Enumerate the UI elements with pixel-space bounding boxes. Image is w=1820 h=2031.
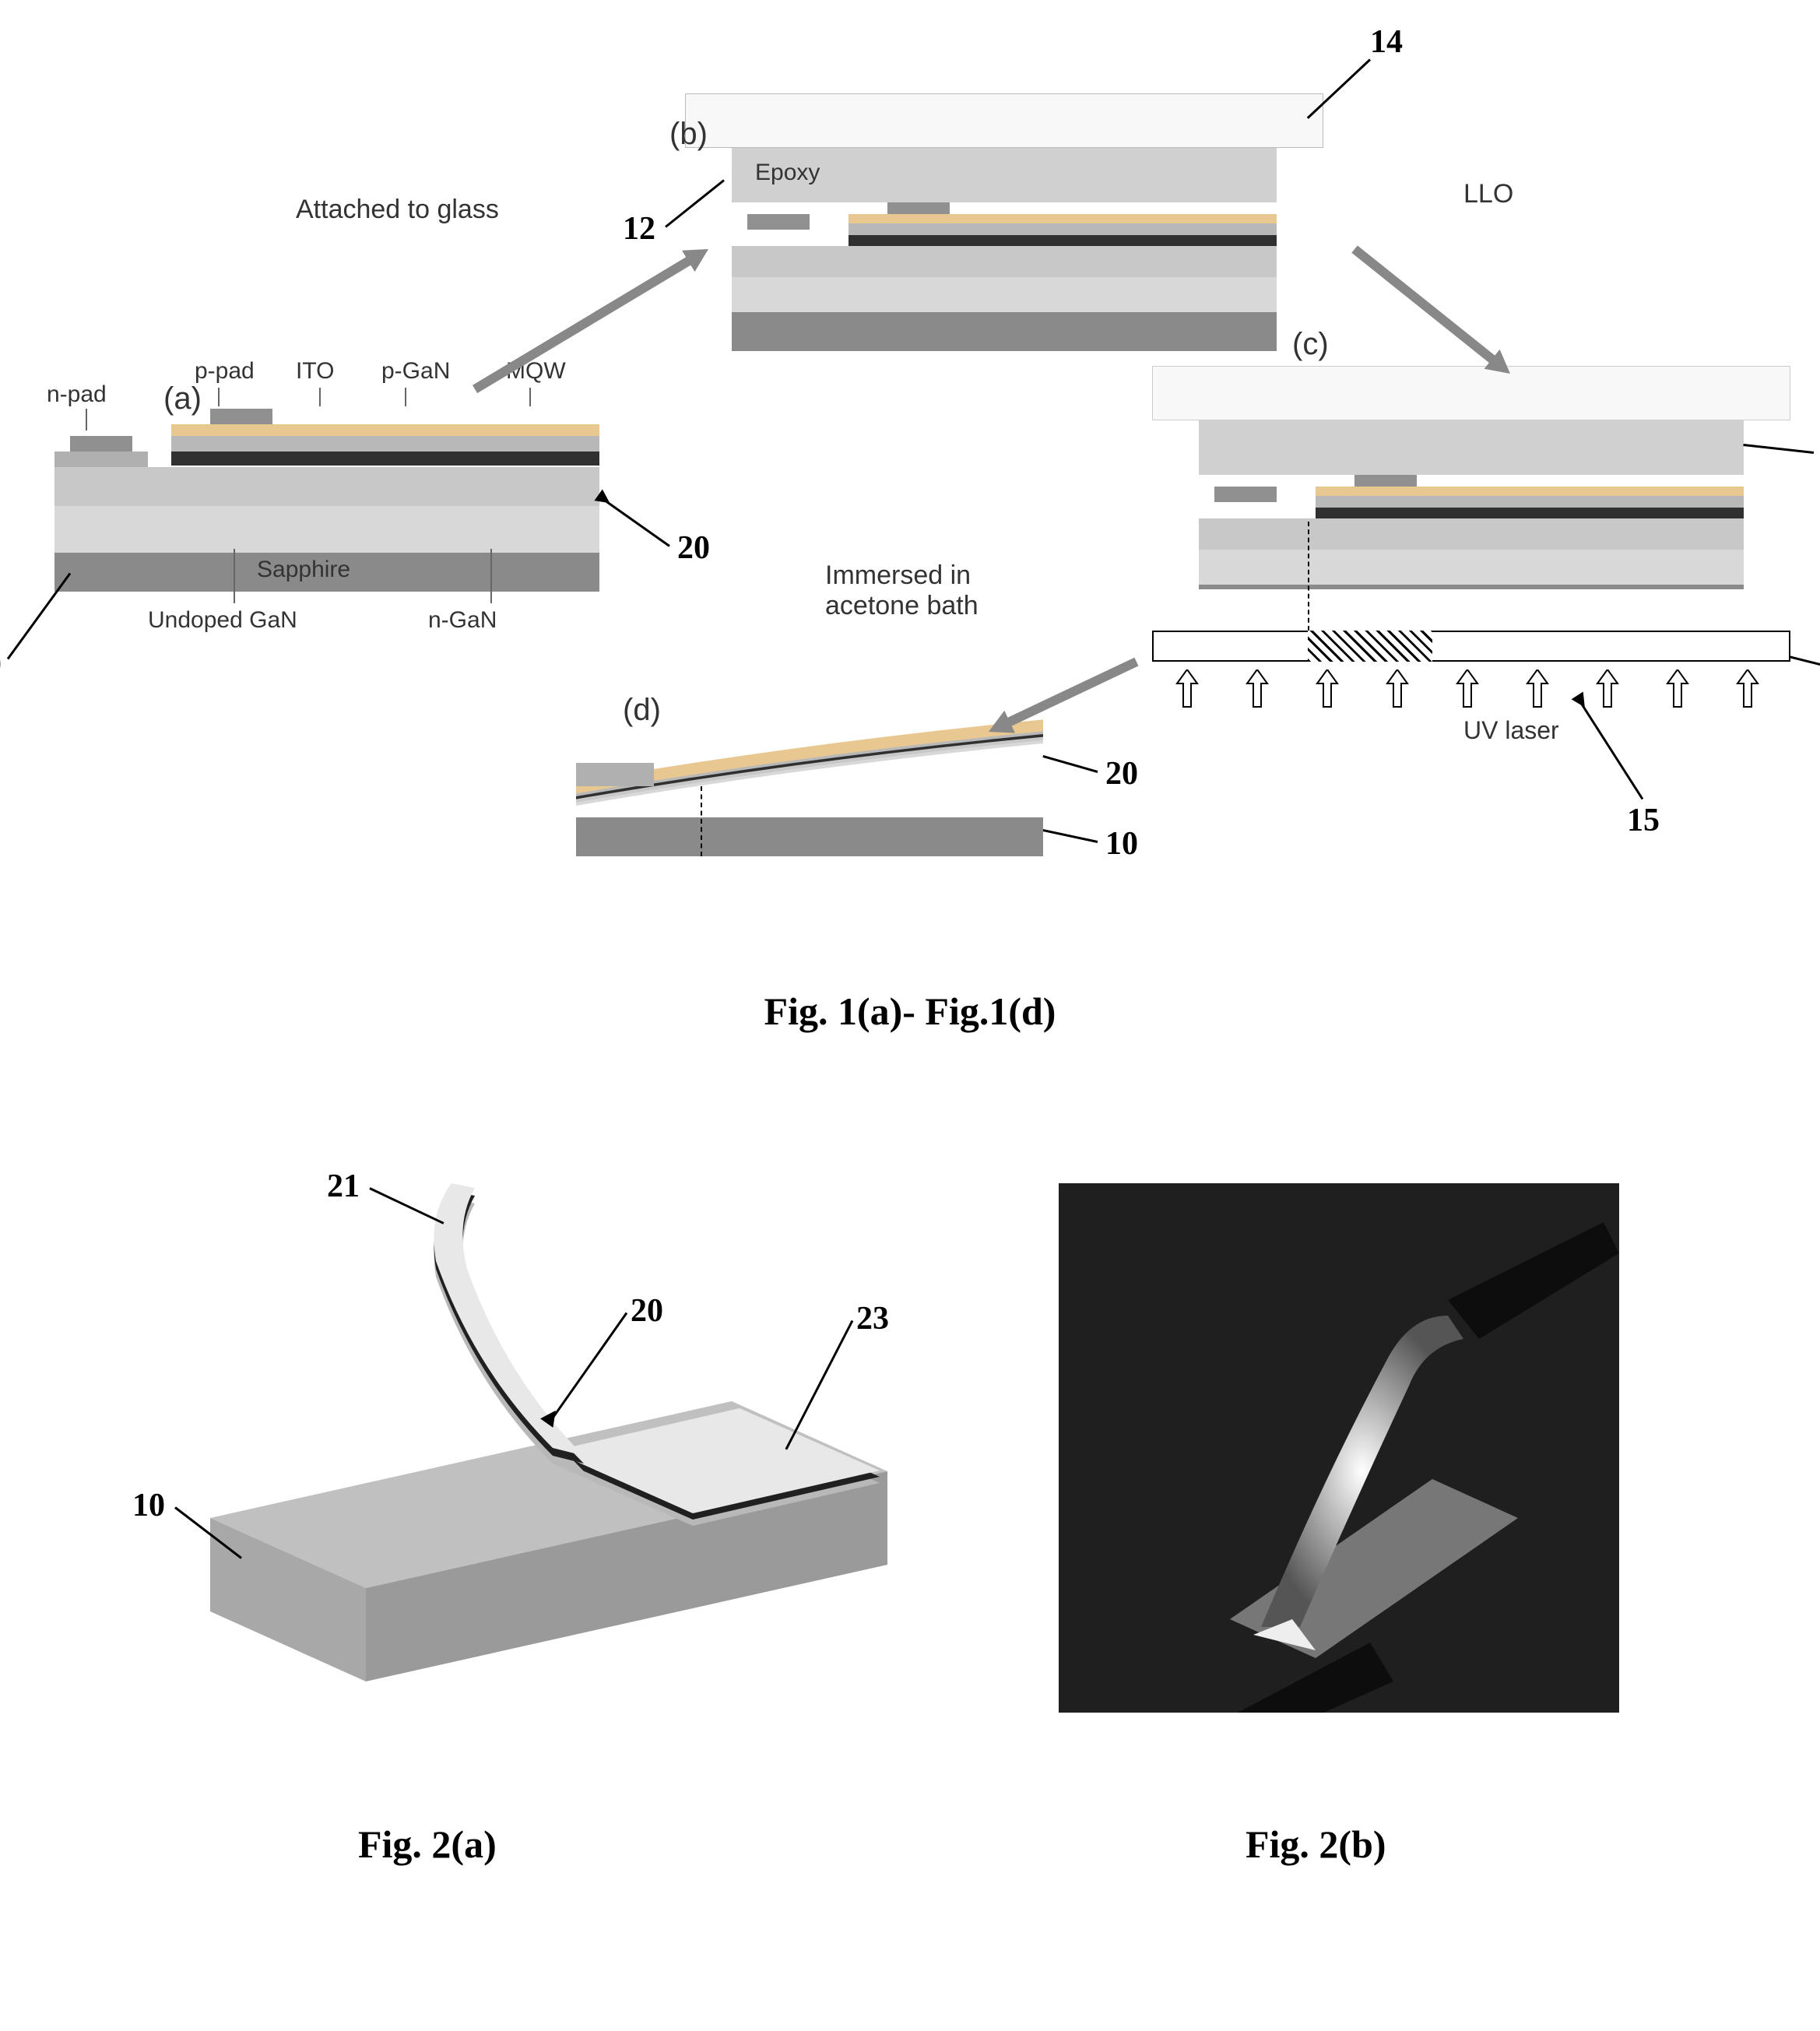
ref-label-10: 10 <box>0 646 2 683</box>
uv-arrow-icon <box>1596 669 1619 712</box>
ref-label-10: 10 <box>132 1487 165 1524</box>
fig2a-caption: Fig. 2(a) <box>358 1822 497 1867</box>
layer-ito <box>849 214 1277 223</box>
layer-n-pad <box>747 214 810 230</box>
layer-n-gan <box>54 467 599 506</box>
layer-p-gan <box>1316 496 1744 508</box>
layer-label: ITO <box>296 358 334 385</box>
layer-mqw <box>171 452 599 466</box>
ref-label-20: 20 <box>677 529 710 567</box>
layer-undoped-gan <box>732 277 1277 312</box>
layer-p-pad <box>210 409 272 424</box>
layer-label: Sapphire <box>257 557 350 583</box>
layer-mqw <box>849 235 1277 246</box>
layer-epoxy <box>1199 420 1744 475</box>
layer-p-pad <box>887 202 950 214</box>
ref-label-10: 10 <box>1105 825 1138 863</box>
layer-n-gan <box>1199 518 1744 550</box>
fig1-caption: Fig. 1(a)- Fig.1(d) <box>31 989 1789 1034</box>
side-label: Attached to glass <box>296 195 499 225</box>
panel-d: (d)2010Immersed in acetone bath <box>576 708 1043 864</box>
process-arrow-c-to-d <box>982 648 1143 746</box>
layer-label: Epoxy <box>755 160 820 186</box>
layer-label: p-pad <box>195 358 255 385</box>
layer-n-pad <box>70 436 132 452</box>
figure-1-container: (a)n-padp-padITOp-GaNMQWSapphireUndoped … <box>31 31 1789 926</box>
layer-p-pad <box>1354 475 1417 487</box>
uv-laser-label: UV laser <box>1463 716 1559 745</box>
layer-undoped-gan <box>54 506 599 553</box>
panel-tag-a: (a) <box>163 381 202 416</box>
layer-p-gan <box>171 436 599 452</box>
ref-label-15: 15 <box>1627 802 1660 839</box>
detached-film <box>568 708 1051 825</box>
uv-scan-bar <box>1152 631 1790 662</box>
fig2-area: 21 20 23 10 Fig. 2(a) Fig. 2(b) <box>31 1082 1789 1938</box>
fig2b-caption: Fig. 2(b) <box>1246 1822 1386 1867</box>
uv-arrow-icon <box>1246 669 1269 712</box>
ref-label-12: 12 <box>623 210 655 248</box>
layer-n-pad <box>1214 487 1277 502</box>
process-arrow-a-to-b <box>467 236 717 402</box>
layer-mqw <box>1316 508 1744 518</box>
layer-label: Undoped GaN <box>148 607 297 634</box>
side-label: LLO <box>1463 179 1513 209</box>
layer-sapphire <box>732 312 1277 351</box>
uv-arrow-icon <box>1526 669 1549 712</box>
uv-arrow-icon <box>1175 669 1199 712</box>
figure-2-container: 21 20 23 10 Fig. 2(a) Fig. 2(b) <box>31 1082 1789 1938</box>
uv-arrow-icon <box>1736 669 1759 712</box>
layer-undoped-gan <box>1199 550 1744 585</box>
ref-label-20: 20 <box>1105 755 1138 792</box>
ref-label-20: 20 <box>631 1292 663 1330</box>
layer-ito <box>1316 487 1744 496</box>
panel-a: (a)n-padp-padITOp-GaNMQWSapphireUndoped … <box>54 405 599 592</box>
uv-arrow-icon <box>1316 669 1339 712</box>
fig2b-photo <box>1059 1183 1619 1713</box>
layer-sapphire <box>1199 585 1744 589</box>
ref-label-23: 23 <box>856 1300 889 1337</box>
layer-n-gan <box>732 246 1277 277</box>
ref-label-21: 21 <box>327 1168 360 1205</box>
fig1-area: (a)n-padp-padITOp-GaNMQWSapphireUndoped … <box>31 31 1789 926</box>
layer-label: n-GaN <box>428 607 497 634</box>
layer-n-pad-base <box>54 452 148 467</box>
panel-tag-c: (c) <box>1292 327 1329 362</box>
uv-arrow-icon <box>1456 669 1479 712</box>
layer-glass <box>1152 366 1790 420</box>
panel-c: (c)121615LLOUV laser <box>1199 366 1744 693</box>
layer-label: n-pad <box>47 381 107 408</box>
layer-glass <box>685 93 1323 148</box>
panel-b: (b)Epoxy1412Attached to glass <box>732 93 1277 358</box>
uv-arrow-icon <box>1386 669 1409 712</box>
layer-ito <box>171 424 599 436</box>
layer-p-gan <box>849 223 1277 235</box>
layer-label: p-GaN <box>381 358 450 385</box>
fig2a-panel: 21202310 <box>148 1183 926 1728</box>
fig2a-render <box>148 1183 926 1728</box>
process-arrow-b-to-c <box>1345 237 1520 385</box>
panel-tag-b: (b) <box>669 117 708 152</box>
uv-arrow-icon <box>1666 669 1689 712</box>
ref-label-14: 14 <box>1370 23 1403 61</box>
side-label: Immersed in acetone bath <box>825 560 979 621</box>
